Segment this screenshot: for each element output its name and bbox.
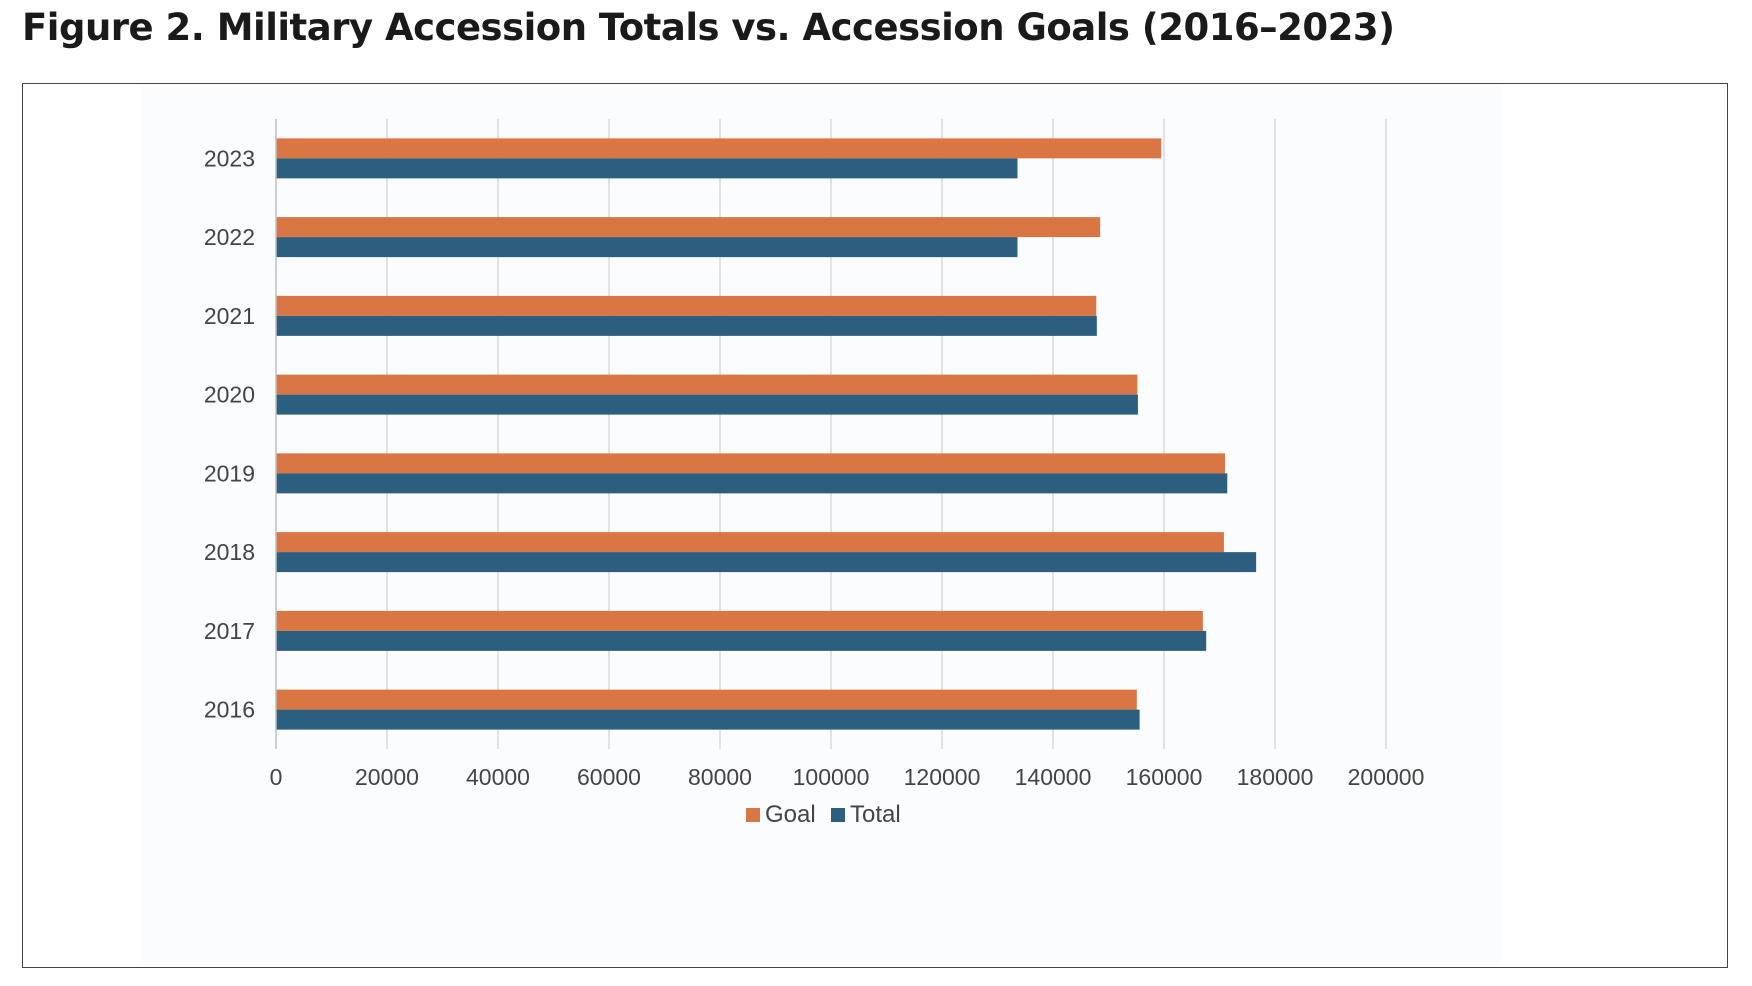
- bar-goal-2020: [276, 374, 1138, 395]
- bar-total-2021: [276, 315, 1097, 336]
- bars: [276, 138, 1257, 730]
- legend-label-total: Total: [850, 801, 901, 828]
- bar-goal-2021: [276, 295, 1097, 316]
- bar-total-2016: [276, 709, 1140, 730]
- axes: 0 20000 40000 60000 80000 100000 120000 140000 1…: [204, 119, 1425, 790]
- plot-background: [141, 84, 1501, 964]
- x-tick-label-100000: 100000: [793, 764, 870, 790]
- chart-frame: 0 20000 40000 60000 80000 100000 120000 140000 1…: [22, 83, 1728, 968]
- y-tick-label-2021: 2021: [204, 303, 255, 329]
- bar-chart: 0 20000 40000 60000 80000 100000 120000 140000 1…: [141, 84, 1501, 964]
- legend-label-goal: Goal: [765, 801, 816, 828]
- y-tick-label-2023: 2023: [204, 145, 255, 171]
- bar-goal-2017: [276, 610, 1203, 631]
- y-tick-label-2022: 2022: [204, 224, 255, 250]
- bar-total-2017: [276, 630, 1207, 651]
- y-tick-label-2016: 2016: [204, 697, 255, 723]
- bar-total-2018: [276, 552, 1257, 573]
- figure-title: Figure 2. Military Accession Totals vs. …: [22, 6, 1395, 49]
- x-tick-label-160000: 160000: [1126, 764, 1203, 790]
- x-tick-label-180000: 180000: [1237, 764, 1314, 790]
- y-tick-label-2018: 2018: [204, 539, 255, 565]
- bar-goal-2018: [276, 532, 1224, 553]
- x-tick-label-200000: 200000: [1348, 764, 1425, 790]
- x-tick-label-40000: 40000: [466, 764, 530, 790]
- legend-swatch-goal: [746, 808, 760, 822]
- y-tick-label-2019: 2019: [204, 460, 255, 486]
- bar-total-2019: [276, 473, 1228, 494]
- bar-goal-2016: [276, 689, 1137, 710]
- legend: Goal Total: [746, 801, 901, 828]
- x-tick-label-0: 0: [270, 764, 283, 790]
- y-tick-label-2017: 2017: [204, 618, 255, 644]
- x-tick-label-120000: 120000: [904, 764, 981, 790]
- bar-goal-2023: [276, 138, 1162, 159]
- bar-total-2020: [276, 394, 1138, 415]
- legend-swatch-total: [831, 808, 845, 822]
- y-tick-label-2020: 2020: [204, 382, 255, 408]
- bar-total-2022: [276, 237, 1018, 258]
- bar-total-2023: [276, 158, 1018, 179]
- bar-goal-2019: [276, 453, 1226, 474]
- x-tick-label-80000: 80000: [688, 764, 752, 790]
- x-tick-label-60000: 60000: [577, 764, 641, 790]
- x-tick-label-20000: 20000: [355, 764, 419, 790]
- x-tick-label-140000: 140000: [1015, 764, 1092, 790]
- bar-goal-2022: [276, 217, 1101, 238]
